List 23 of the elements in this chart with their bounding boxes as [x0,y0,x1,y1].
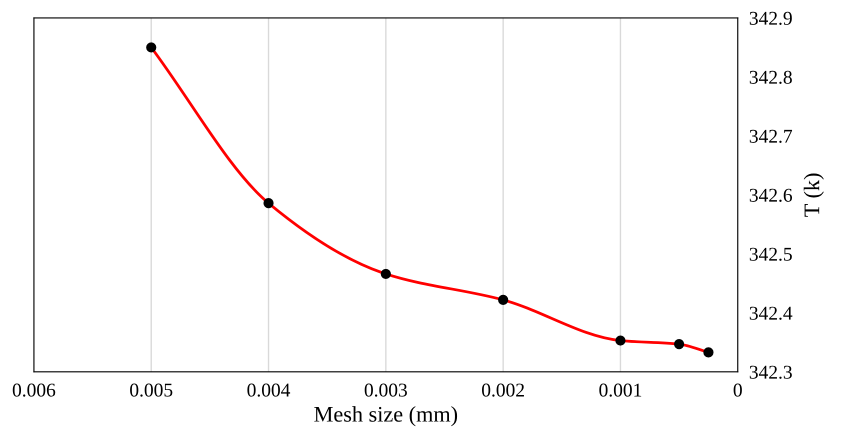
y-tick-label: 342.6 [750,188,792,202]
y-tick-label: 342.8 [750,70,792,84]
y-axis-title: T (k) [804,174,824,217]
point [615,335,626,346]
point [380,268,391,280]
x-tick-label: 0.002 [482,384,524,397]
x-tick-label: 0 [734,384,742,397]
y-tick-label: 342.7 [750,130,792,143]
x-tick-label: 0.006 [12,384,56,397]
y-tick-label: 342.5 [750,248,792,261]
x-tick-label: 0.005 [130,384,172,397]
point [674,339,684,350]
point [498,294,508,305]
y-tick-label: 342.4 [750,306,792,320]
x-tick-label: 0.001 [599,384,642,397]
point [146,42,156,52]
x-tick-label: 0.003 [364,384,407,397]
x-tick-label: 0.004 [247,384,290,397]
point [703,347,714,358]
y-tick-label: 342.9 [750,12,792,25]
y-tick-label: 342.3 [750,366,792,379]
x-axis-title: Mesh size (mm) [314,406,458,426]
point [263,198,274,208]
